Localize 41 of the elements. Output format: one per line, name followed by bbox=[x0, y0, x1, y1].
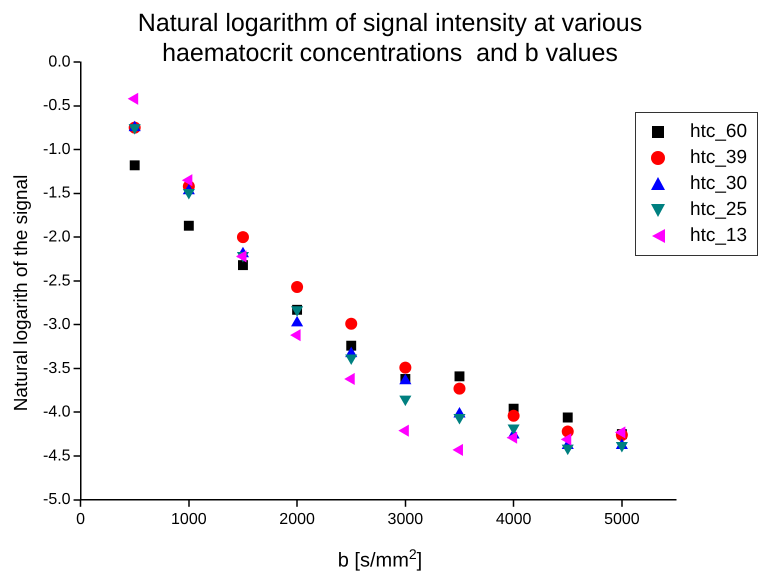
y-tick-label: -0.5 bbox=[42, 97, 71, 114]
y-tick-label: -2.5 bbox=[42, 272, 71, 290]
point bbox=[184, 220, 194, 231]
y-tick-label: -3.5 bbox=[42, 360, 71, 377]
point bbox=[182, 188, 195, 200]
x-tick-label: 0 bbox=[76, 510, 86, 528]
legend-label: htc_13 bbox=[690, 225, 748, 247]
point bbox=[399, 362, 412, 374]
point bbox=[236, 231, 249, 244]
y-tick-label: -1.0 bbox=[42, 140, 71, 158]
legend-label: htc_30 bbox=[690, 173, 748, 195]
y-tick-label: -1.5 bbox=[42, 184, 71, 202]
y-tick-label: -5.0 bbox=[42, 491, 71, 508]
x-tick-label: 4000 bbox=[496, 510, 532, 528]
legend-label: htc_39 bbox=[690, 147, 748, 169]
point bbox=[345, 318, 358, 330]
x-tick-label: 5000 bbox=[604, 510, 640, 528]
x-tick-label: 2000 bbox=[279, 510, 315, 528]
y-axis-title: Natural logarith of the signal bbox=[11, 174, 33, 412]
point bbox=[454, 371, 464, 382]
point bbox=[291, 281, 304, 294]
point bbox=[562, 412, 573, 422]
x-tick-label: 3000 bbox=[388, 510, 424, 528]
point bbox=[290, 329, 301, 342]
x-tick-label: 1000 bbox=[171, 510, 207, 528]
y-tick-label: -4.0 bbox=[42, 404, 71, 421]
y-tick-label: -4.5 bbox=[42, 447, 71, 464]
point bbox=[508, 410, 520, 422]
point bbox=[238, 260, 248, 270]
point bbox=[345, 354, 358, 365]
legend-label: htc_60 bbox=[690, 121, 748, 143]
legend-label: htc_25 bbox=[690, 199, 748, 221]
point bbox=[130, 160, 140, 170]
x-axis-title: b [s/mm$^{2}$] bbox=[336, 546, 424, 573]
point bbox=[453, 382, 466, 395]
y-tick-label: -2.0 bbox=[42, 228, 71, 246]
point bbox=[506, 432, 518, 444]
point bbox=[453, 414, 466, 424]
y-tick-label: -3.0 bbox=[42, 316, 71, 334]
chart-title: Natural logarithm of signal intensity at various haematocrit concentrations and b values bbox=[136, 8, 644, 68]
y-tick-label: 0.0 bbox=[48, 53, 71, 70]
